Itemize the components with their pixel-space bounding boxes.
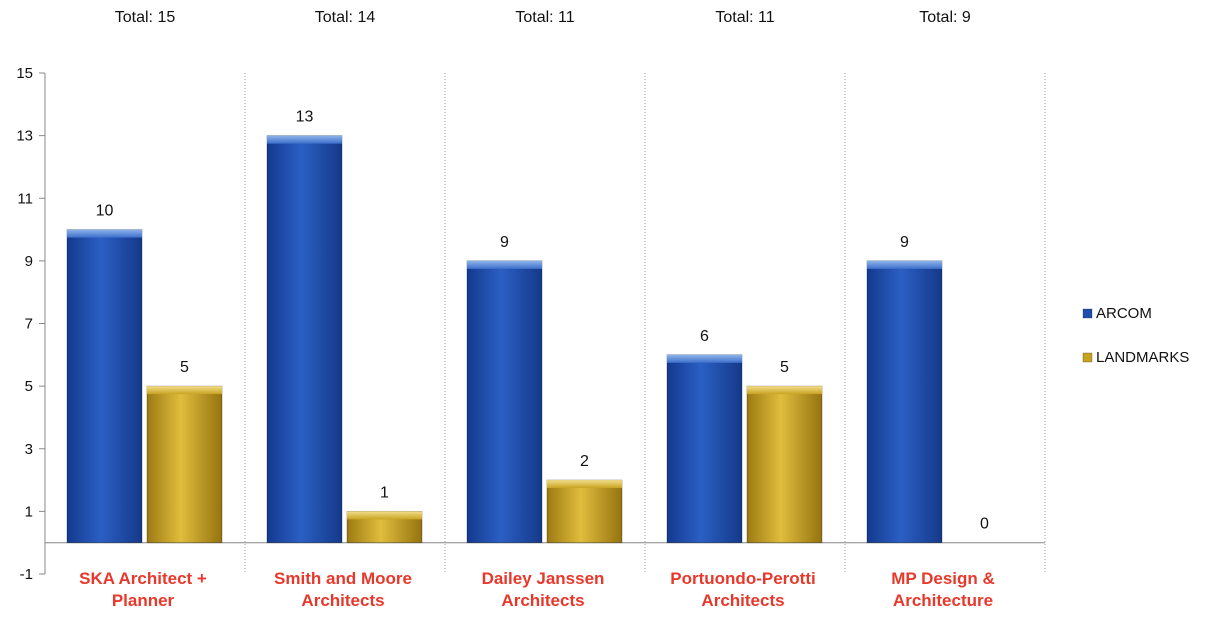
bar-arcom (266, 135, 343, 544)
data-label: 10 (96, 203, 114, 220)
bar-top-highlight (747, 386, 822, 395)
bar-top-highlight (667, 354, 742, 363)
category-label: Smith and Moore (274, 569, 412, 588)
category-label: Architects (701, 591, 784, 610)
legend-swatch-landmarks (1082, 352, 1093, 363)
bar-top-highlight (467, 260, 542, 269)
category-label: Portuondo-Perotti (670, 569, 815, 588)
total-label: Total: 9 (919, 9, 971, 26)
data-label: 9 (900, 234, 909, 251)
data-label: 1 (380, 484, 389, 501)
bar-arcom (66, 229, 143, 544)
data-label: 5 (180, 359, 189, 376)
data-label: 13 (296, 109, 314, 126)
category-label: Dailey Janssen (482, 569, 605, 588)
y-tick-label: 3 (25, 441, 33, 458)
category-label: Architecture (893, 591, 993, 610)
bar-top-highlight (347, 511, 422, 520)
bar-landmarks (746, 385, 823, 544)
gridlines (244, 73, 1046, 574)
y-tick-label: 9 (25, 253, 33, 270)
y-tick-label: 1 (25, 503, 33, 520)
data-label: 2 (580, 453, 589, 470)
category-label: Architects (301, 591, 384, 610)
total-label: Total: 15 (115, 9, 176, 26)
category-label: Planner (112, 591, 175, 610)
total-label: Total: 11 (515, 9, 574, 26)
data-label: 0 (980, 516, 989, 533)
bar-top-highlight (547, 480, 622, 489)
data-label: 9 (500, 234, 509, 251)
y-tick-label: 13 (16, 128, 33, 145)
data-label: 6 (700, 328, 709, 345)
bar-arcom (666, 354, 743, 544)
total-label: Total: 14 (315, 9, 376, 26)
legend-label-landmarks: LANDMARKS (1096, 349, 1189, 366)
bar-arcom (466, 260, 543, 544)
category-label: MP Design & (891, 569, 995, 588)
bar-landmarks (546, 479, 623, 544)
total-label: Total: 11 (715, 9, 774, 26)
y-tick-label: 15 (16, 65, 33, 82)
category-label: SKA Architect + (79, 569, 207, 588)
bar-top-highlight (147, 386, 222, 395)
legend-swatch-arcom (1082, 308, 1093, 319)
bars (66, 135, 943, 544)
legend: ARCOM LANDMARKS (1082, 305, 1189, 366)
y-tick-label: 11 (17, 190, 33, 207)
y-tick-label: 5 (25, 378, 33, 395)
labels: 10 5 SKA Architect + Planner Total: 15 13 1 Smi… (79, 9, 995, 610)
bar-top-highlight (867, 260, 942, 269)
data-label: 5 (780, 359, 789, 376)
bar-top-highlight (67, 229, 142, 238)
bar-landmarks (146, 385, 223, 544)
legend-label-arcom: ARCOM (1096, 305, 1152, 322)
bar-arcom (866, 260, 943, 544)
y-tick-label: 7 (25, 316, 33, 333)
bar-top-highlight (267, 135, 342, 144)
y-tick-label: -1 (20, 566, 33, 583)
category-label: Architects (501, 591, 584, 610)
